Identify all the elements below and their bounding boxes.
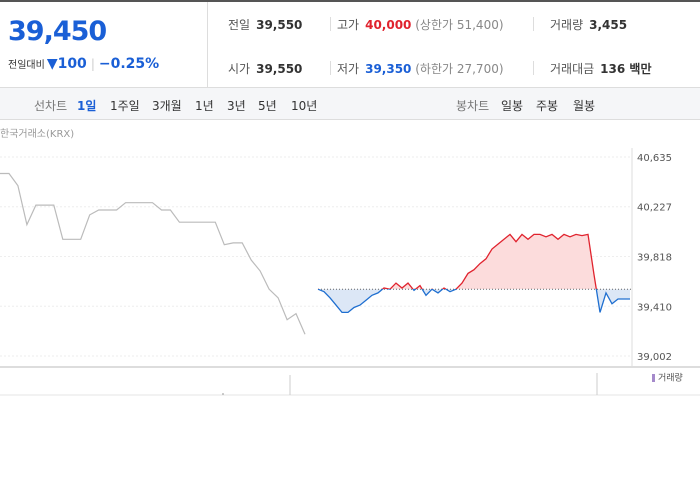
change-label: 전일대비 (8, 60, 45, 71)
label: 시가 (228, 62, 251, 76)
y-tick-label: 40,227 (637, 203, 672, 214)
amount: 거래대금 136 백만 (550, 60, 651, 77)
source: 한국거래소(KRX) (0, 128, 74, 140)
high: 고가 40,000 (상한가 51,400) (337, 16, 504, 33)
prev: 전일 39,550 (228, 16, 302, 33)
tab[interactable]: 1주일 (110, 99, 140, 113)
volume-legend: 거래량 (658, 372, 683, 384)
y-tick-label: 40,635 (637, 153, 672, 164)
change-value: ▼100 (46, 56, 87, 72)
label: 거래대금 (550, 62, 595, 76)
change-pct: −0.25% (98, 56, 160, 72)
upper-limit: (상한가 51,400) (415, 18, 504, 32)
tab[interactable]: 5년 (258, 99, 277, 113)
tab[interactable]: 10년 (291, 99, 318, 113)
tab[interactable]: 월봉 (573, 99, 596, 113)
change: 전일대비 ▼100 | −0.25% (8, 56, 160, 72)
current-price: 39,450 (8, 16, 107, 47)
tab[interactable]: 주봉 (536, 99, 559, 113)
value: 39,550 (256, 18, 303, 32)
y-tick-label: 39,818 (637, 253, 672, 264)
y-tick-label: 39,410 (637, 302, 672, 313)
quote-panel: 39,450 전일대비 ▼100 | −0.25% 전일 39,550 고가 40,000… (0, 0, 700, 88)
value: 3,455 (589, 18, 628, 32)
tab[interactable]: 일봉 (501, 99, 524, 113)
label: 고가 (337, 18, 360, 32)
tab[interactable]: 3개월 (152, 99, 182, 113)
tab[interactable]: 3년 (227, 99, 246, 113)
chart-tabs: 선차트 봉차트 1일 1주일 3개월 1년 3년 5년 10년 일봉 주봉 월봉 (0, 88, 700, 120)
price-line (317, 233, 630, 314)
chart: 한국거래소(KRX) 거래량 39,002 39,410 39,818 40,227 4… (0, 128, 700, 396)
area (318, 234, 630, 313)
y-tick-label: 39,002 (637, 352, 672, 363)
line-chart-label: 선차트 (34, 99, 68, 113)
value: 40,000 (365, 18, 412, 32)
lower-limit: (하한가 27,700) (415, 62, 504, 76)
open: 시가 39,550 (228, 60, 302, 77)
volume: 거래량 3,455 (550, 16, 627, 33)
candle-chart-label: 봉차트 (456, 99, 490, 113)
value: 39,550 (256, 62, 303, 76)
value: 39,350 (365, 62, 412, 76)
price-box: 39,450 전일대비 ▼100 | −0.25% (0, 2, 208, 88)
label: 저가 (337, 62, 360, 76)
tab[interactable]: 1일 (77, 99, 97, 113)
label: 전일 (228, 18, 251, 32)
tab[interactable]: 1년 (195, 99, 214, 113)
value: 136 백만 (600, 62, 652, 76)
prev-day-line (0, 172, 306, 335)
low: 저가 39,350 (하한가 27,700) (337, 60, 504, 77)
label: 거래량 (550, 18, 584, 32)
